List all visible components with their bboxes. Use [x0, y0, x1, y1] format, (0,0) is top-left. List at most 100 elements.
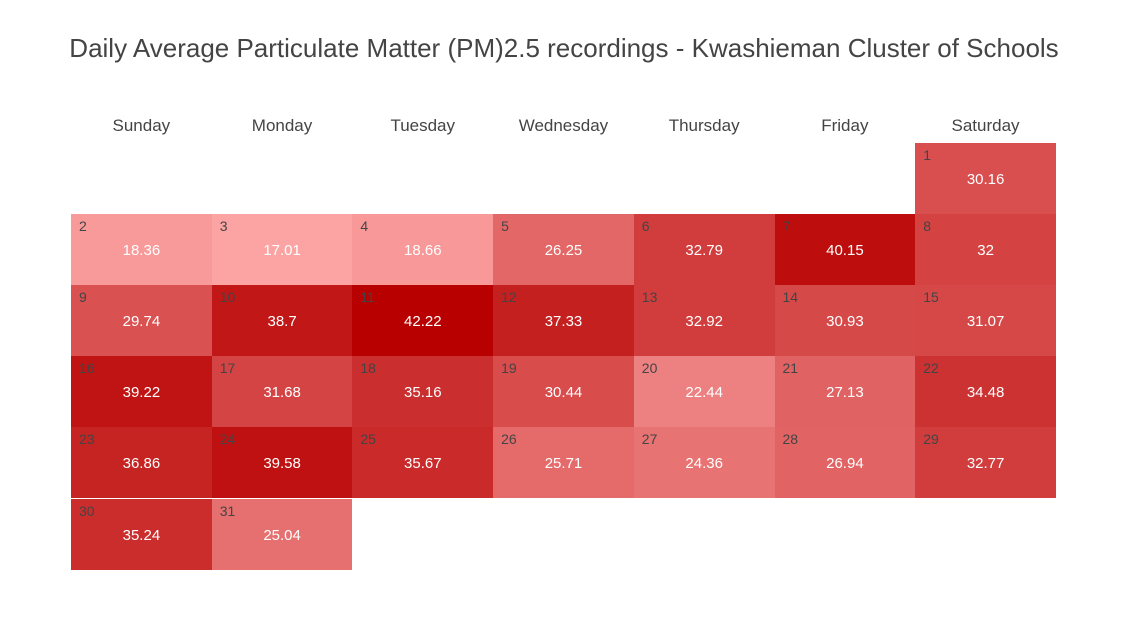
day-number-label: 4 — [360, 218, 369, 235]
heatmap-cell-day-5: 5 26.25 — [493, 214, 634, 286]
day-number-label: 10 — [219, 289, 236, 306]
heatmap-cell-day-25: 25 35.67 — [352, 427, 494, 499]
day-number-label: 23 — [79, 431, 95, 448]
heatmap-cell-day-3: 3 17.01 — [211, 214, 353, 286]
value-label: 36.86 — [122, 455, 161, 473]
value-label: 30.93 — [826, 313, 864, 331]
heatmap-cell-day-7: 7 40.15 — [774, 214, 916, 286]
day-number-label: 2 — [79, 218, 87, 235]
heatmap-cell-day-17: 17 31.68 — [211, 356, 353, 428]
heatmap-cell-day-9: 9 29.74 — [71, 285, 212, 357]
heatmap-cell-day-13: 13 32.92 — [633, 285, 775, 357]
day-number-label: 5 — [501, 218, 509, 235]
heatmap-cell-day-4: 4 18.66 — [352, 214, 494, 286]
heatmap-cell-day-27: 27 24.36 — [633, 427, 775, 499]
value-label: 25.04 — [263, 526, 301, 544]
value-label: 26.94 — [826, 455, 864, 473]
value-label: 26.25 — [544, 242, 583, 260]
heatmap-cell-day-11: 11 42.22 — [352, 285, 494, 357]
day-number-label: 7 — [782, 218, 791, 235]
heatmap-cell-day-6: 6 32.79 — [633, 214, 775, 286]
day-number-label: 13 — [641, 289, 658, 306]
weekday-label-thursday: Thursday — [668, 116, 740, 135]
day-number-label: 9 — [79, 289, 87, 306]
heatmap-cell-day-19: 19 30.44 — [493, 356, 634, 428]
value-label: 32.79 — [685, 242, 723, 260]
calendar-heatmap: 1 30.16 2 18.36 3 17.01 4 18.66 5 26.25 6 32.79 7 40.… — [71, 143, 1056, 570]
weekday-label-wednesday: Wednesday — [518, 116, 609, 135]
value-label: 38.7 — [267, 313, 297, 331]
day-number-label: 24 — [219, 431, 236, 448]
heatmap-cell-day-26: 26 25.71 — [493, 427, 634, 499]
day-number-label: 11 — [360, 289, 375, 306]
day-number-label: 1 — [923, 147, 931, 163]
heatmap-cell-day-22: 22 34.48 — [915, 356, 1056, 428]
value-label: 37.33 — [544, 313, 583, 331]
value-label: 30.44 — [544, 384, 583, 402]
value-label: 27.13 — [826, 384, 864, 402]
value-label: 40.15 — [826, 242, 864, 260]
heatmap-cell-day-15: 15 31.07 — [915, 285, 1056, 357]
value-label: 18.66 — [404, 242, 442, 260]
day-number-label: 17 — [219, 360, 236, 377]
heatmap-cell-day-14: 14 30.93 — [774, 285, 916, 357]
value-label: 24.36 — [685, 455, 723, 473]
day-number-label: 25 — [360, 431, 376, 448]
day-number-label: 8 — [923, 218, 931, 235]
value-label: 35.24 — [122, 526, 161, 544]
heatmap-cell-day-31: 31 25.04 — [211, 498, 353, 570]
value-label: 29.74 — [122, 313, 161, 331]
heatmap-cell-day-2: 2 18.36 — [71, 214, 212, 286]
heatmap-cell-day-30: 30 35.24 — [71, 498, 212, 570]
weekday-label-sunday: Sunday — [112, 116, 171, 135]
value-label: 32.92 — [685, 313, 723, 331]
value-label: 32 — [977, 242, 994, 260]
day-number-label: 15 — [923, 289, 939, 306]
value-label: 35.67 — [404, 455, 442, 473]
weekday-label-friday: Friday — [821, 116, 869, 135]
day-number-label: 3 — [219, 218, 228, 235]
day-number-label: 31 — [219, 502, 236, 519]
day-number-label: 18 — [360, 360, 376, 377]
heatmap-cell-day-21: 21 27.13 — [774, 356, 916, 428]
day-number-label: 16 — [79, 360, 95, 377]
heatmap-cell-day-12: 12 37.33 — [493, 285, 634, 357]
day-number-label: 29 — [923, 431, 939, 448]
weekday-label-tuesday: Tuesday — [390, 116, 456, 135]
day-number-label: 30 — [79, 502, 95, 519]
value-label: 31.07 — [966, 313, 1005, 331]
day-number-label: 22 — [923, 360, 939, 377]
heatmap-cell-day-24: 24 39.58 — [211, 427, 353, 499]
day-number-label: 6 — [641, 218, 650, 235]
value-label: 31.68 — [263, 384, 301, 402]
heatmap-cell-day-20: 20 22.44 — [633, 356, 775, 428]
day-number-label: 27 — [641, 431, 658, 448]
weekday-header: Sunday Monday Tuesday Wednesday Thursday Frid… — [71, 116, 1056, 138]
day-number-label: 26 — [501, 431, 517, 448]
value-label: 34.48 — [966, 384, 1005, 402]
day-number-label: 12 — [501, 289, 517, 306]
heatmap-cell-day-23: 23 36.86 — [71, 427, 212, 499]
heatmap-cell-day-18: 18 35.16 — [352, 356, 494, 428]
value-label: 42.22 — [404, 313, 442, 331]
day-number-label: 28 — [782, 431, 799, 448]
value-label: 39.22 — [122, 384, 161, 402]
day-number-label: 14 — [782, 289, 799, 306]
value-label: 22.44 — [685, 384, 723, 402]
day-number-label: 19 — [501, 360, 517, 377]
heatmap-cell-day-1: 1 30.16 — [915, 143, 1056, 215]
value-label: 18.36 — [122, 242, 161, 260]
heatmap-cell-day-29: 29 32.77 — [915, 427, 1056, 499]
weekday-label-monday: Monday — [251, 116, 313, 135]
heatmap-cell-day-8: 8 32 — [915, 214, 1056, 286]
day-number-label: 21 — [782, 360, 799, 377]
weekday-label-saturday: Saturday — [951, 116, 1020, 135]
value-label: 35.16 — [404, 384, 442, 402]
heatmap-cell-day-10: 10 38.7 — [211, 285, 353, 357]
heatmap-cell-day-28: 28 26.94 — [774, 427, 916, 499]
value-label: 17.01 — [263, 242, 301, 260]
value-label: 30.16 — [966, 171, 1005, 188]
value-label: 32.77 — [966, 455, 1005, 473]
value-label: 39.58 — [263, 455, 301, 473]
value-label: 25.71 — [544, 455, 583, 473]
